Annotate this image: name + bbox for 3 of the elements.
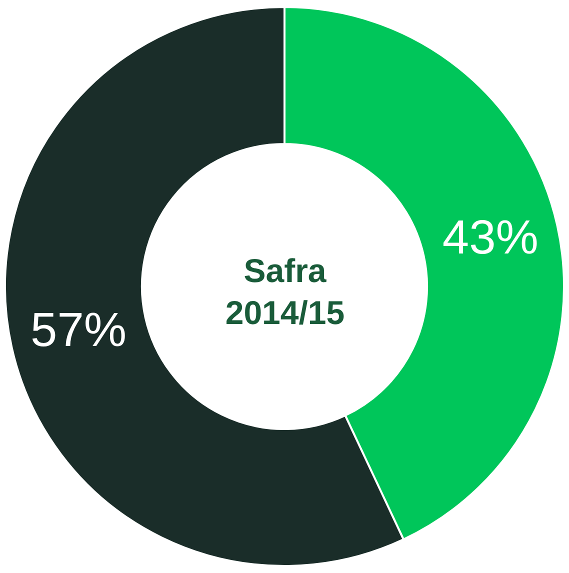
data-label: 43% <box>442 212 538 265</box>
text: Safra 2014/15 <box>224 251 346 333</box>
data-label: 57% <box>30 304 127 357</box>
